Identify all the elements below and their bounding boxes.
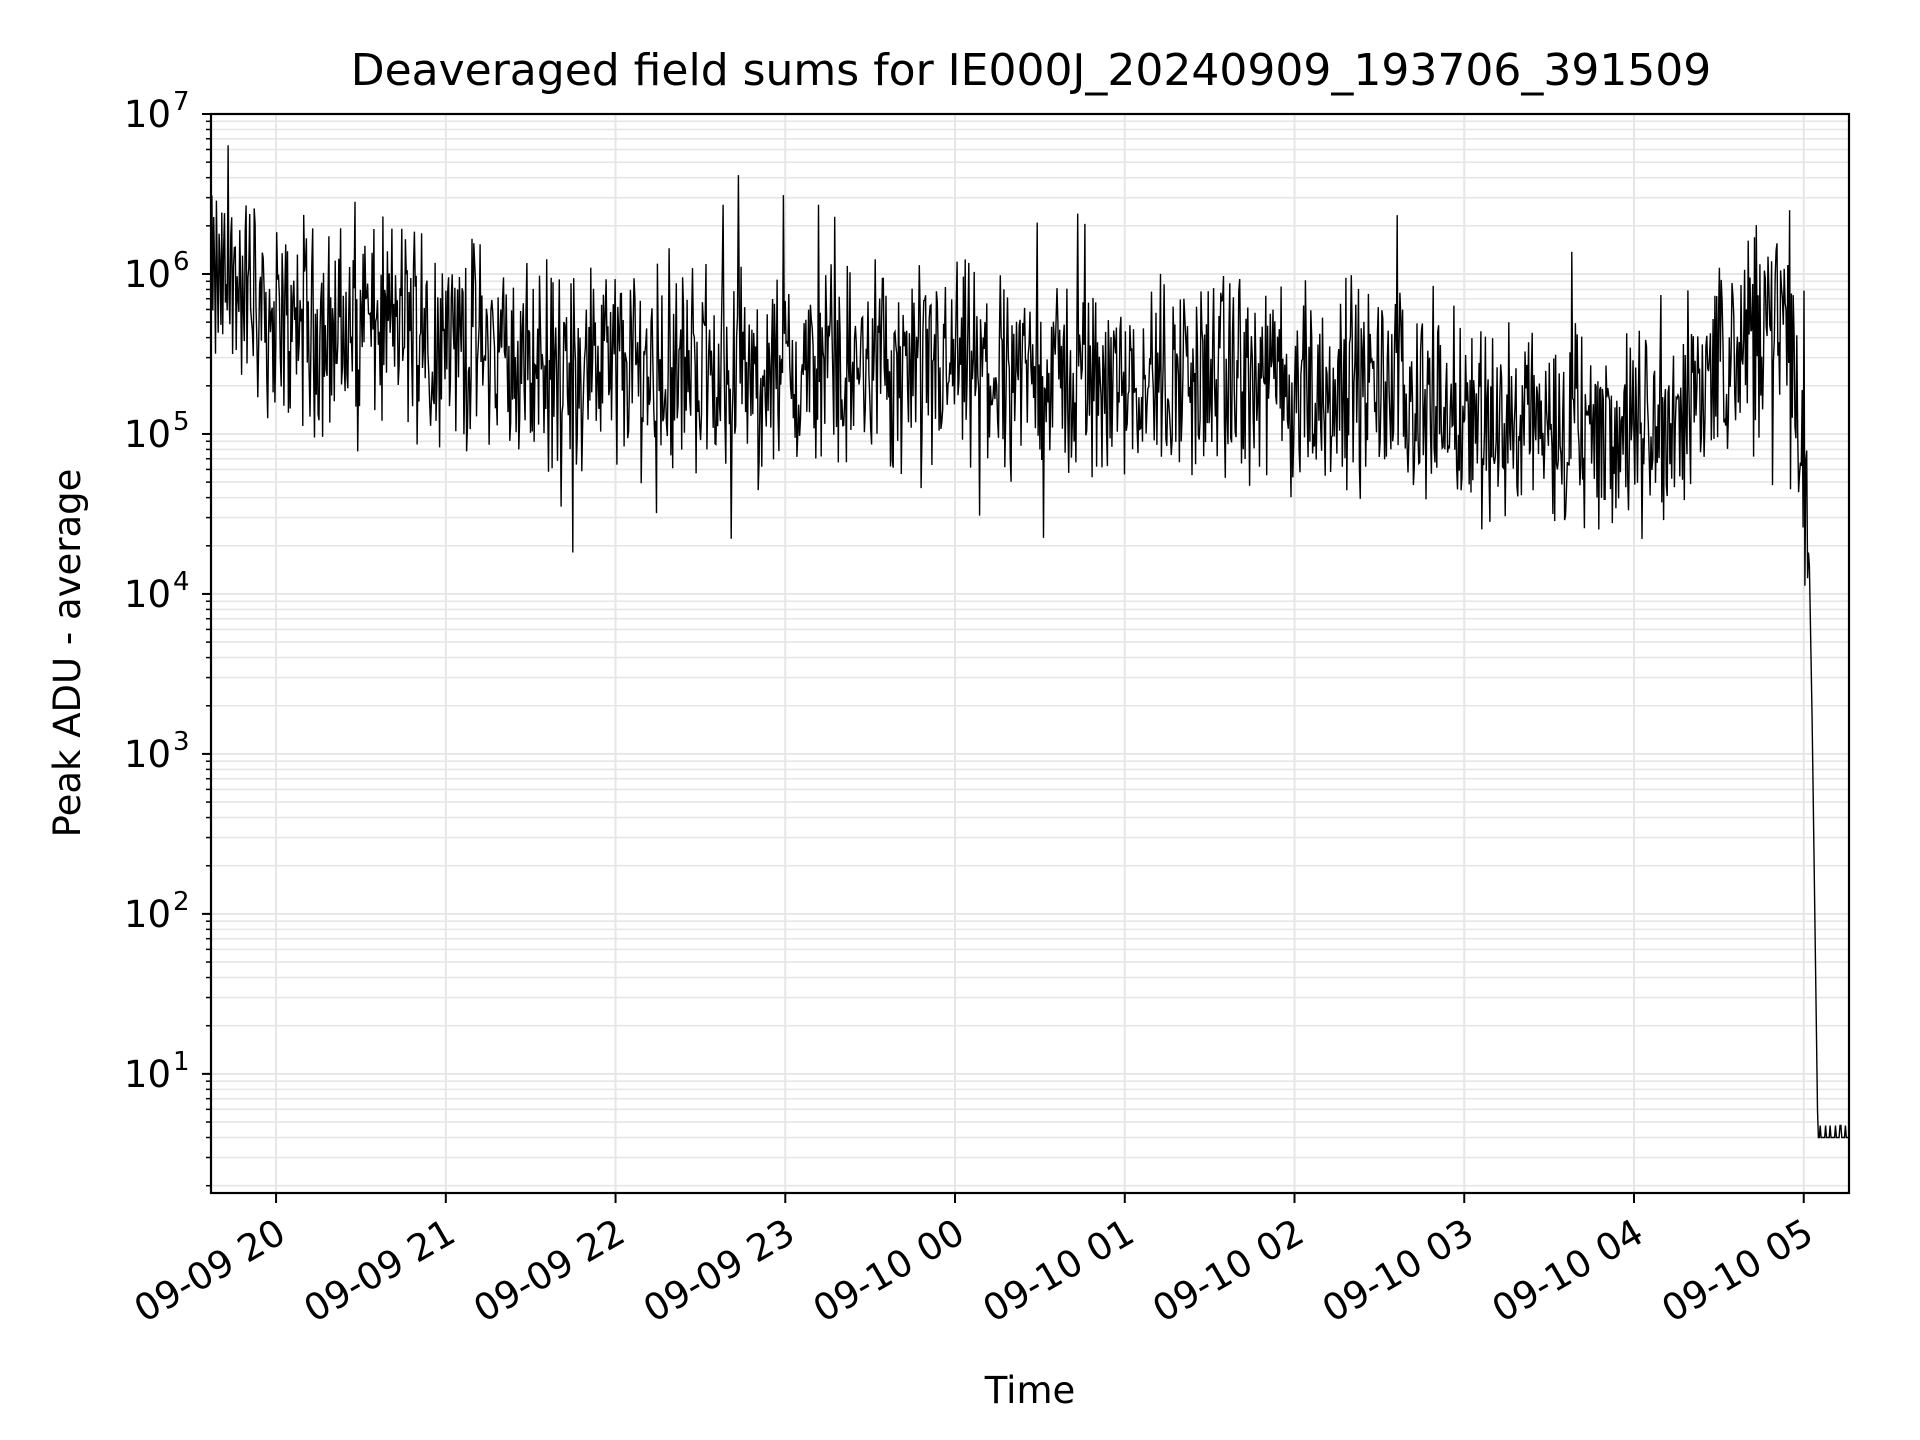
y-tick-label: 10: [124, 253, 171, 296]
chart-title: Deaveraged field sums for IE000J_2024090…: [351, 45, 1712, 96]
y-tick-exponent: 3: [173, 727, 190, 757]
y-tick-label: 10: [124, 413, 171, 456]
grid-lines: [211, 113, 1849, 1193]
y-tick-exponent: 1: [173, 1047, 190, 1077]
y-tick-exponent: 2: [173, 887, 190, 917]
axes-frame: [209, 112, 1851, 1195]
x-axis-label: Time: [984, 1369, 1076, 1412]
y-tick-label: 10: [124, 93, 171, 136]
y-tick-exponent: 5: [173, 407, 190, 437]
data-series: [210, 145, 1849, 1139]
y-tick-label: 10: [124, 893, 171, 936]
y-tick-label: 10: [124, 573, 171, 616]
y-tick-label: 10: [124, 733, 171, 776]
y-tick-exponent: 4: [173, 567, 190, 597]
series-line: [210, 145, 1849, 1139]
y-tick-label: 10: [124, 1053, 171, 1096]
y-axis-label: Peak ADU - average: [46, 469, 89, 838]
y-tick-exponent: 7: [173, 87, 190, 117]
y-tick-exponent: 6: [173, 247, 190, 277]
